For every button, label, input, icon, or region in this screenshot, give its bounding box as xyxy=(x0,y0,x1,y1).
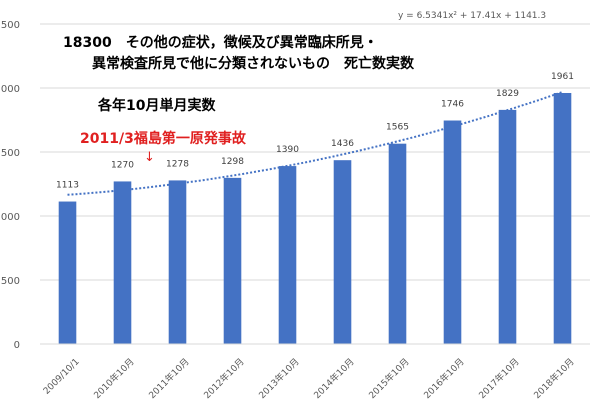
data-label: 1829 xyxy=(496,89,519,99)
trendline xyxy=(67,91,563,196)
data-label: 1390 xyxy=(276,145,299,155)
data-label: 1270 xyxy=(111,160,134,170)
x-tick-label: 2011年10月 xyxy=(146,356,192,402)
bar xyxy=(278,166,297,344)
data-label: 1565 xyxy=(386,123,409,133)
data-label: 1278 xyxy=(166,159,189,169)
bar xyxy=(168,180,187,344)
data-label: 1298 xyxy=(221,157,244,167)
x-tick-label: 2012年10月 xyxy=(201,356,247,402)
bar xyxy=(388,143,407,344)
bar xyxy=(223,177,242,344)
x-tick-label: 2018年10月 xyxy=(531,356,577,402)
y-tick-label: 2000 xyxy=(0,84,20,95)
y-tick-label: 500 xyxy=(1,276,20,287)
bar xyxy=(443,120,462,345)
bar xyxy=(333,160,352,344)
x-tick-label: 2015年10月 xyxy=(366,356,412,402)
bar xyxy=(58,201,77,344)
data-label: 1113 xyxy=(56,181,79,191)
y-tick-label: 1500 xyxy=(0,148,20,159)
y-tick-label: 2500 xyxy=(0,20,20,31)
x-tick-label: 2017年10月 xyxy=(476,356,522,402)
y-axis: 0 500 1000 1500 2000 2500 xyxy=(0,20,20,351)
y-tick-label: 1000 xyxy=(0,212,20,223)
x-tick-label: 2013年10月 xyxy=(256,356,302,402)
x-tick-label: 2016年10月 xyxy=(421,356,467,402)
x-tick-label: 2009/10/1 xyxy=(42,357,82,397)
data-label: 1436 xyxy=(331,139,354,149)
bar xyxy=(553,92,572,344)
data-label: 1961 xyxy=(551,72,574,82)
bar xyxy=(113,181,132,344)
data-label: 1746 xyxy=(441,100,464,110)
x-tick-label: 2010年10月 xyxy=(91,356,137,402)
y-tick-label: 0 xyxy=(14,340,20,351)
x-axis: 2009/10/1 2010年10月 2011年10月 2012年10月 2013年10… xyxy=(40,343,590,402)
bars xyxy=(58,92,572,345)
x-tick-label: 2014年10月 xyxy=(311,356,357,402)
value-labels: 1113 1270 1278 1298 1390 1436 1565 1746 1829 1961 xyxy=(56,72,574,191)
bar xyxy=(498,109,517,344)
